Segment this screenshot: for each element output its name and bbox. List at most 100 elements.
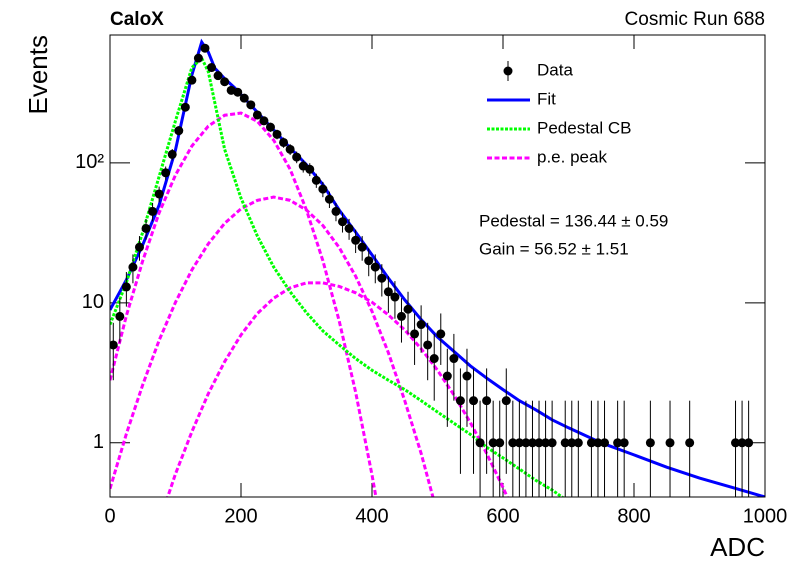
data-point bbox=[403, 304, 413, 314]
data-point bbox=[318, 184, 328, 194]
x-tick-label: 800 bbox=[617, 505, 650, 527]
x-tick-label: 0 bbox=[104, 505, 115, 527]
data-point bbox=[180, 102, 190, 112]
data-point bbox=[207, 63, 217, 73]
data-point bbox=[508, 438, 518, 448]
legend-label: p.e. peak bbox=[537, 147, 607, 166]
legend-swatch bbox=[503, 66, 513, 76]
data-point bbox=[560, 438, 570, 448]
data-point bbox=[547, 438, 557, 448]
y-tick-label: 1 bbox=[93, 431, 104, 453]
data-point bbox=[141, 223, 151, 233]
data-point bbox=[128, 262, 138, 272]
chart-subtitle: Cosmic Run 688 bbox=[625, 9, 765, 30]
annotation: Gain = 56.52 ± 1.51 bbox=[479, 239, 629, 258]
data-point bbox=[292, 152, 302, 162]
data-point bbox=[410, 329, 420, 339]
data-point bbox=[665, 438, 675, 448]
data-point bbox=[593, 438, 603, 448]
y-axis-label: Events bbox=[23, 35, 53, 115]
data-point bbox=[737, 438, 747, 448]
data-point bbox=[396, 311, 406, 321]
data-point bbox=[527, 438, 537, 448]
data-point bbox=[259, 116, 269, 126]
data-point bbox=[521, 438, 531, 448]
data-point bbox=[567, 438, 577, 448]
data-point bbox=[541, 438, 551, 448]
legend-label: Pedestal CB bbox=[537, 118, 632, 137]
data-point bbox=[167, 149, 177, 159]
data-point bbox=[351, 235, 361, 245]
data-point bbox=[161, 168, 171, 178]
data-point bbox=[174, 126, 184, 136]
data-point bbox=[115, 311, 125, 321]
data-point bbox=[148, 206, 158, 216]
data-point bbox=[246, 100, 256, 110]
data-point bbox=[239, 93, 249, 103]
data-point bbox=[619, 438, 629, 448]
data-point bbox=[390, 292, 400, 302]
data-point bbox=[423, 340, 433, 350]
x-axis-label: ADC bbox=[710, 532, 765, 562]
data-point bbox=[233, 87, 243, 97]
data-point bbox=[462, 371, 472, 381]
data-point bbox=[357, 242, 367, 252]
data-point bbox=[279, 137, 289, 147]
data-point bbox=[110, 340, 118, 350]
data-point bbox=[455, 396, 465, 406]
data-point bbox=[475, 438, 485, 448]
data-point bbox=[305, 164, 315, 174]
data-point bbox=[154, 189, 164, 199]
data-point bbox=[495, 438, 505, 448]
plot-frame bbox=[109, 34, 766, 498]
data-point bbox=[573, 438, 583, 448]
data-point bbox=[121, 282, 131, 292]
data-point bbox=[265, 122, 275, 132]
data-point bbox=[252, 110, 262, 120]
x-tick-label: 400 bbox=[355, 505, 388, 527]
x-tick-label: 200 bbox=[224, 505, 257, 527]
data-point bbox=[187, 75, 197, 85]
data-point bbox=[213, 71, 223, 81]
y-tick-label: 10² bbox=[75, 151, 104, 173]
data-point bbox=[449, 354, 459, 364]
data-point bbox=[586, 438, 596, 448]
data-point bbox=[469, 396, 479, 406]
data-point bbox=[331, 206, 341, 216]
data-point bbox=[193, 53, 203, 63]
data-point bbox=[514, 438, 524, 448]
data-point bbox=[731, 438, 741, 448]
data-point bbox=[134, 242, 144, 252]
data-point bbox=[311, 175, 321, 185]
pe-curve bbox=[110, 195, 435, 497]
data-point bbox=[383, 287, 393, 297]
data-point bbox=[488, 438, 498, 448]
data-point bbox=[613, 438, 623, 448]
data-point bbox=[377, 273, 387, 283]
data-point bbox=[600, 438, 610, 448]
pe-curve bbox=[110, 111, 378, 497]
data-point bbox=[429, 354, 439, 364]
legend-label: Fit bbox=[537, 89, 556, 108]
x-tick-label: 600 bbox=[486, 505, 519, 527]
data-point bbox=[436, 329, 446, 339]
data-point bbox=[370, 262, 380, 272]
data-point bbox=[645, 438, 655, 448]
data-point bbox=[416, 320, 426, 330]
data-point bbox=[685, 438, 695, 448]
data-point bbox=[324, 194, 334, 204]
data-point bbox=[482, 396, 492, 406]
data-point bbox=[744, 438, 754, 448]
data-point bbox=[200, 43, 210, 53]
data-point bbox=[272, 129, 282, 139]
data-point bbox=[285, 144, 295, 154]
data-point bbox=[534, 438, 544, 448]
y-tick-label: 10 bbox=[82, 291, 104, 313]
legend-label: Data bbox=[537, 60, 573, 79]
data-point bbox=[344, 223, 354, 233]
data-point bbox=[220, 77, 230, 87]
annotation: Pedestal = 136.44 ± 0.59 bbox=[479, 211, 668, 230]
data-point bbox=[364, 256, 374, 266]
